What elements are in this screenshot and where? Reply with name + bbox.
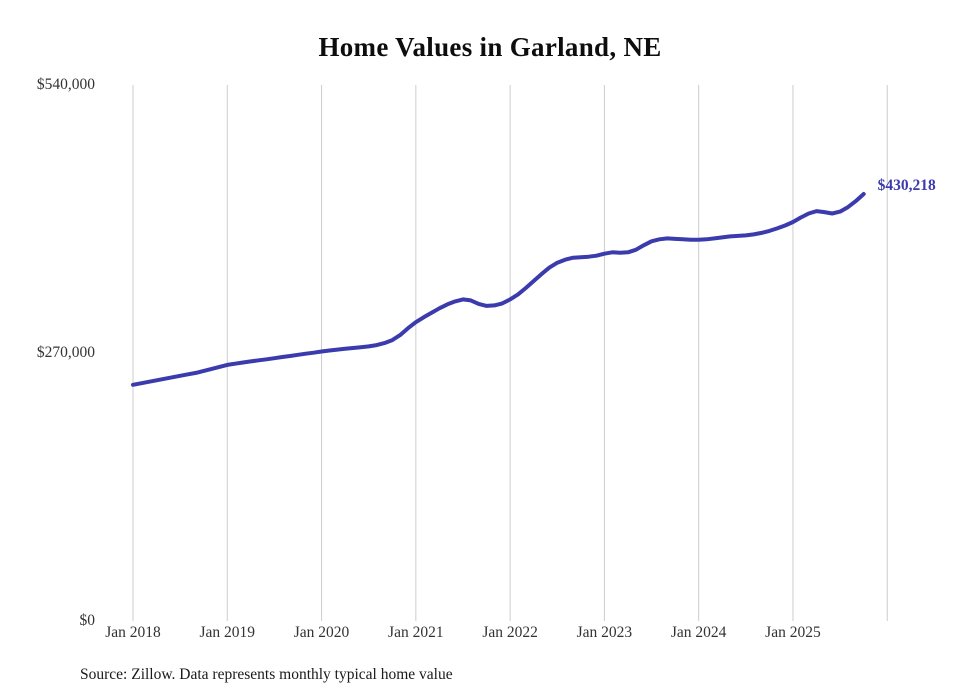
source-note: Source: Zillow. Data represents monthly … [80, 666, 453, 683]
chart-title: Home Values in Garland, NE [318, 32, 662, 62]
x-tick-label: Jan 2024 [670, 624, 727, 641]
x-tick-label: Jan 2020 [293, 624, 350, 641]
end-value-label: $430,218 [877, 176, 936, 194]
x-tick-label: Jan 2022 [482, 624, 538, 641]
x-tick-label: Jan 2023 [576, 624, 633, 641]
y-tick-label: $0 [79, 612, 96, 629]
x-tick-label: Jan 2019 [199, 624, 256, 641]
x-tick-label: Jan 2021 [388, 624, 444, 641]
x-tick-label: Jan 2018 [105, 624, 161, 641]
x-tick-label: Jan 2025 [765, 624, 821, 641]
y-tick-label: $270,000 [36, 344, 95, 361]
series-line [131, 192, 866, 387]
y-tick-label: $540,000 [36, 76, 95, 93]
